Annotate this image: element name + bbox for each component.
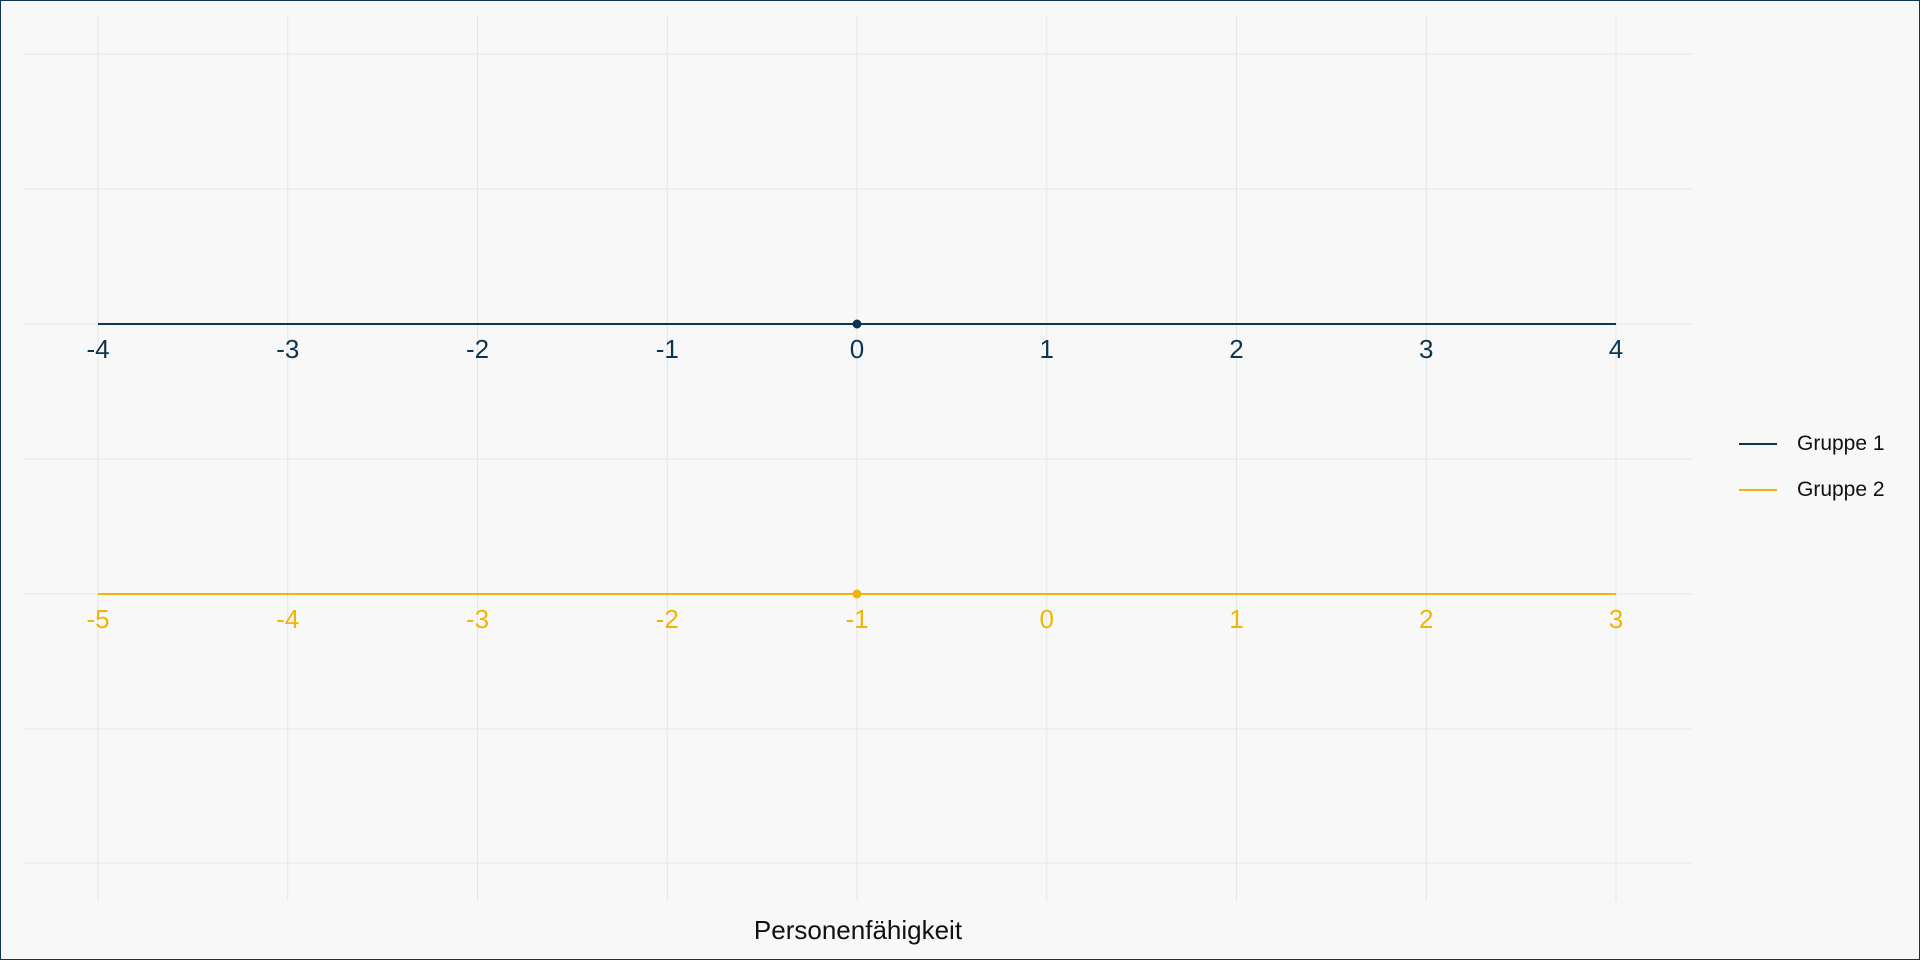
tick-label: -4	[276, 604, 299, 634]
tick-label: -3	[276, 334, 299, 364]
series-1: -4 -3 -2 -1 0 1 2 3 4	[86, 319, 1623, 364]
tick-label: -1	[845, 604, 868, 634]
data-point	[852, 589, 862, 599]
series-2: -5 -4 -3 -2 -1 0 1 2 3	[86, 589, 1623, 634]
tick-label: -5	[86, 604, 109, 634]
tick-label: 2	[1419, 604, 1433, 634]
legend-item-gruppe-1: Gruppe 1	[1739, 421, 1885, 467]
legend-swatch	[1739, 443, 1777, 445]
tick-label: 3	[1419, 334, 1433, 364]
tick-label: 1	[1040, 334, 1054, 364]
x-axis-label: Personenfähigkeit	[754, 915, 963, 945]
tick-label: 0	[850, 334, 864, 364]
tick-label: 3	[1609, 604, 1623, 634]
legend-swatch	[1739, 489, 1777, 491]
series-layer: -4 -3 -2 -1 0 1 2 3 4 -5 -4 -3 -2 -1 0 1 2 3	[86, 319, 1623, 634]
legend-label: Gruppe 1	[1797, 432, 1885, 455]
tick-label: 0	[1040, 604, 1054, 634]
tick-label: -2	[466, 334, 489, 364]
legend-label: Gruppe 2	[1797, 478, 1885, 501]
legend-item-gruppe-2: Gruppe 2	[1739, 467, 1885, 513]
legend: Gruppe 1 Gruppe 2	[1739, 421, 1885, 513]
tick-label: 2	[1229, 334, 1243, 364]
tick-label: -2	[656, 604, 679, 634]
tick-label: -1	[656, 334, 679, 364]
tick-label: -3	[466, 604, 489, 634]
grid	[23, 16, 1693, 901]
tick-label: 1	[1229, 604, 1243, 634]
data-point	[852, 319, 862, 329]
tick-label: -4	[86, 334, 109, 364]
tick-label: 4	[1609, 334, 1623, 364]
